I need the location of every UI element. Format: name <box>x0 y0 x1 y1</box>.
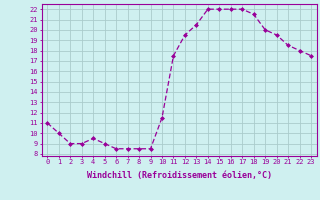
X-axis label: Windchill (Refroidissement éolien,°C): Windchill (Refroidissement éolien,°C) <box>87 171 272 180</box>
